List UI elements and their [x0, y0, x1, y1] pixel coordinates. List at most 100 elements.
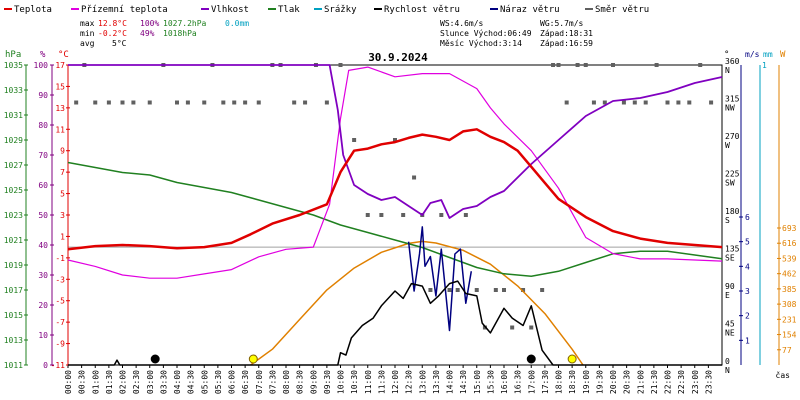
- celsius-tick-label: -9: [55, 340, 65, 349]
- legend-label: Směr větru: [595, 5, 649, 15]
- x-tick-label: 22:00: [664, 370, 673, 394]
- wind-dir-point: [185, 100, 190, 105]
- wind-dir-point: [529, 325, 534, 330]
- celsius-tick-label: 5: [60, 190, 65, 199]
- x-tick-label: 12:00: [391, 370, 400, 394]
- x-tick-label: 16:30: [514, 370, 523, 394]
- x-tick-label: 10:00: [337, 370, 346, 394]
- wind-dir-point: [583, 63, 588, 67]
- hpa-tick-label: 1033: [4, 86, 23, 95]
- x-tick-label: 00:30: [78, 370, 87, 394]
- stat-sunrise: Slunce Východ:06:49: [440, 29, 532, 38]
- pct-tick-label: 80: [38, 121, 48, 130]
- x-tick-label: 22:30: [677, 370, 686, 394]
- wind-dir-point: [428, 288, 433, 292]
- wind-dir-point: [303, 100, 308, 105]
- x-tick-label: 20:00: [609, 370, 618, 394]
- dir-tick-label: 225: [725, 170, 740, 179]
- stat-max-temp: 12.8°C: [98, 19, 127, 28]
- wind-dir-point: [602, 100, 607, 105]
- dir-tick-label: 270: [725, 132, 740, 141]
- wind-dir-point: [221, 100, 226, 105]
- stat-moonrise: Měsíc Východ:3:14: [440, 39, 522, 48]
- x-tick-label: 13:00: [418, 370, 427, 394]
- wind-dir-point: [502, 288, 506, 292]
- x-tick-label: 08:00: [282, 370, 291, 394]
- wind-dir-point: [709, 100, 714, 105]
- x-tick-label: 19:30: [595, 370, 604, 394]
- stat-avg-temp: 5°C: [112, 39, 127, 48]
- pct-tick-label: 60: [38, 181, 48, 190]
- pct-tick-label: 100: [34, 61, 49, 70]
- x-tick-label: 18:30: [568, 370, 577, 394]
- stat-max-press: 1027.2hPa: [163, 19, 207, 28]
- x-tick-label: 18:00: [555, 370, 564, 394]
- pct-tick-label: 90: [38, 91, 48, 100]
- celsius-tick-label: 15: [55, 82, 65, 91]
- chart-title: 30.9.2024: [368, 51, 428, 64]
- ms-tick-label: 6: [745, 213, 750, 222]
- w-tick-label: 693: [782, 224, 797, 233]
- ms-tick-label: 3: [745, 287, 750, 296]
- wind-dir-point: [202, 100, 207, 105]
- x-tick-label: 17:00: [527, 370, 536, 394]
- hpa-tick-label: 1029: [4, 136, 23, 145]
- wind-dir-point: [74, 100, 79, 105]
- stat-avg-label: avg: [80, 39, 95, 48]
- plot-frame: [67, 64, 723, 366]
- dir-name-label: W: [725, 141, 730, 150]
- dir-name-label: S: [725, 216, 730, 225]
- wind-dir-point: [521, 288, 526, 292]
- wind-dir-point: [393, 138, 397, 142]
- ms-tick-label: 1: [745, 336, 750, 345]
- x-tick-label: 21:30: [650, 370, 659, 394]
- hpa-tick-label: 1023: [4, 211, 23, 220]
- w-unit: W: [780, 50, 786, 60]
- hpa-tick-label: 1025: [4, 186, 23, 195]
- pct-tick-label: 50: [38, 211, 48, 220]
- x-tick-label: 13:30: [432, 370, 441, 394]
- wind-dir-point: [439, 213, 444, 217]
- legend-label: Náraz větru: [500, 5, 560, 15]
- hpa-tick-label: 1013: [4, 336, 23, 345]
- hpa-tick-label: 1015: [4, 311, 23, 320]
- dir-tick-label: 135: [725, 245, 740, 254]
- wind-dir-point: [338, 63, 343, 67]
- w-tick-label: 616: [782, 239, 797, 248]
- stat-max-rain: 0.0mm: [225, 19, 249, 28]
- dir-name-label: NW: [725, 104, 735, 113]
- x-tick-label: 04:00: [173, 370, 182, 394]
- w-tick-label: 308: [782, 300, 797, 309]
- wind-dir-point: [621, 100, 626, 105]
- w-tick-label: 462: [782, 270, 797, 279]
- pct-tick-label: 70: [38, 151, 48, 160]
- celsius-unit: °C: [58, 50, 69, 60]
- moonset-marker: [526, 354, 536, 364]
- legend-label: Přízemní teplota: [81, 5, 168, 15]
- x-tick-label: 03:00: [146, 370, 155, 394]
- dir-name-label: SE: [725, 254, 735, 263]
- wind-dir-point: [256, 100, 261, 105]
- stat-max-label: max: [80, 19, 95, 28]
- x-tick-label: 07:00: [255, 370, 264, 394]
- wind-dir-point: [463, 213, 468, 217]
- x-tick-label: 05:30: [214, 370, 223, 394]
- wind-gust-line: [407, 226, 473, 332]
- wind-dir-point: [455, 288, 460, 292]
- wind-dir-point: [591, 100, 596, 105]
- x-tick-label: 09:30: [323, 370, 332, 394]
- dir-tick-label: 90: [725, 282, 735, 291]
- hpa-tick-label: 1035: [4, 61, 23, 70]
- wind-dir-point: [292, 100, 297, 105]
- stat-moonset: Západ:16:59: [540, 39, 593, 48]
- wind-dir-point: [106, 100, 111, 105]
- wind-dir-point: [564, 100, 569, 105]
- wind-dir-point: [352, 138, 357, 142]
- dir-name-label: NE: [725, 329, 735, 338]
- wind-dir-point: [556, 63, 561, 67]
- x-tick-label: 15:00: [473, 370, 482, 394]
- wind-dir-point: [654, 63, 659, 67]
- stat-sunset: Západ:18:31: [540, 29, 593, 38]
- wind-dir-point: [540, 288, 545, 292]
